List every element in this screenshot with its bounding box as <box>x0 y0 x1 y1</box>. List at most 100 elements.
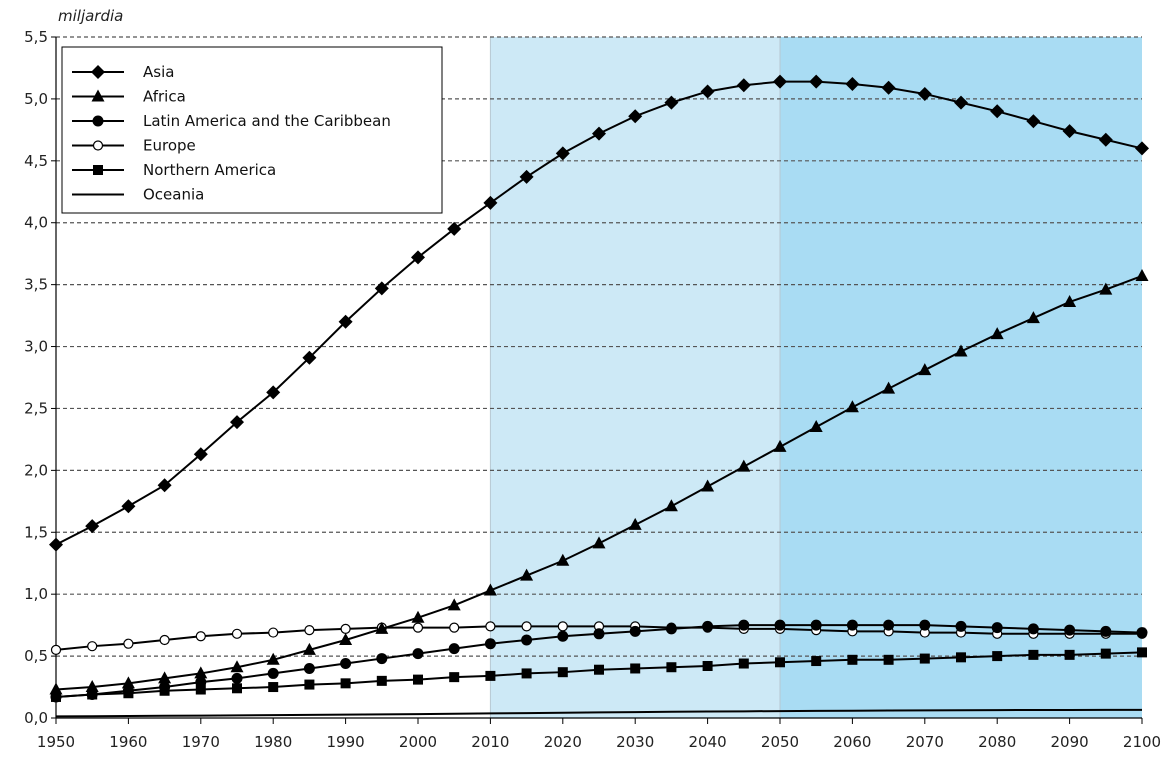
data-point-northern-america <box>992 651 1003 662</box>
data-point-europe <box>557 621 568 632</box>
data-point-africa <box>194 666 208 679</box>
data-point-latin-america-and-the-caribbean <box>267 667 279 679</box>
x-tick-label: 1950 <box>37 733 75 751</box>
y-tick-label: 4,5 <box>24 152 48 170</box>
data-point-asia <box>157 478 172 493</box>
data-point-asia <box>483 195 498 210</box>
data-point-northern-america <box>521 668 532 679</box>
data-point-africa <box>49 682 63 695</box>
data-point-northern-america <box>413 674 423 685</box>
legend-label: Asia <box>143 63 174 81</box>
data-point-latin-america-and-the-caribbean <box>303 662 315 674</box>
data-point-latin-america-and-the-caribbean <box>955 620 967 632</box>
data-point-europe <box>87 641 98 652</box>
data-point-africa <box>773 439 787 452</box>
data-point-asia <box>85 519 100 534</box>
data-point-africa <box>592 536 606 549</box>
x-tick-label: 2090 <box>1051 733 1089 751</box>
legend-label: Latin America and the Caribbean <box>143 112 391 130</box>
y-tick-label: 2,0 <box>24 461 48 479</box>
y-tick-label: 4,0 <box>24 214 48 232</box>
data-point-latin-america-and-the-caribbean <box>412 648 424 660</box>
data-point-africa <box>85 680 99 693</box>
data-point-latin-america-and-the-caribbean <box>1136 627 1148 639</box>
data-point-europe <box>340 623 351 634</box>
legend-entry-northern-america: Northern America <box>72 161 276 179</box>
data-point-latin-america-and-the-caribbean <box>883 619 895 631</box>
data-point-africa <box>737 459 751 472</box>
data-point-northern-america <box>1064 649 1075 660</box>
data-point-asia <box>881 80 896 95</box>
data-point-asia <box>266 385 281 400</box>
legend-marker <box>91 89 105 102</box>
data-point-africa <box>302 642 316 655</box>
data-point-asia <box>1135 141 1149 156</box>
data-point-northern-america <box>919 653 930 664</box>
y-tick-label: 1,0 <box>24 585 48 603</box>
data-point-latin-america-and-the-caribbean <box>991 622 1003 634</box>
x-tick-label: 2020 <box>544 733 582 751</box>
x-tick-label: 2040 <box>689 733 727 751</box>
data-point-northern-america <box>449 672 460 683</box>
y-tick-label: 0,0 <box>24 709 48 727</box>
data-point-latin-america-and-the-caribbean <box>738 619 750 631</box>
data-point-latin-america-and-the-caribbean <box>484 638 496 650</box>
x-tick-label: 1980 <box>254 733 292 751</box>
series-africa <box>49 268 1149 695</box>
data-point-northern-america <box>630 663 641 674</box>
data-point-northern-america <box>485 670 496 681</box>
series-line-oceania <box>55 708 1142 718</box>
y-unit-label: miljardia <box>58 7 123 25</box>
data-point-asia <box>628 109 643 124</box>
data-point-africa <box>375 621 389 634</box>
x-tick-label: 1970 <box>182 733 220 751</box>
data-point-asia <box>338 314 353 329</box>
data-point-africa <box>339 632 353 645</box>
data-point-latin-america-and-the-caribbean <box>593 628 605 640</box>
legend-box <box>61 46 443 214</box>
data-point-asia <box>592 126 606 141</box>
data-point-africa <box>411 610 425 623</box>
data-point-latin-america-and-the-caribbean <box>1064 624 1076 636</box>
x-tick-label: 2070 <box>906 733 944 751</box>
data-point-northern-america <box>738 658 749 669</box>
data-point-asia <box>845 77 860 92</box>
data-point-northern-america <box>594 664 604 675</box>
data-point-africa <box>990 327 1004 340</box>
data-point-africa <box>882 381 896 394</box>
legend-label: Northern America <box>143 161 276 179</box>
data-point-asia <box>447 221 462 236</box>
data-point-latin-america-and-the-caribbean <box>557 630 569 642</box>
data-point-asia <box>736 78 751 93</box>
data-point-asia <box>773 74 787 89</box>
data-point-asia <box>1026 114 1041 129</box>
x-tick-label: 2000 <box>399 733 437 751</box>
data-point-asia <box>374 281 389 296</box>
data-point-northern-america <box>702 660 713 671</box>
data-point-europe <box>485 621 496 632</box>
data-point-europe <box>268 627 279 638</box>
data-point-asia <box>230 415 244 430</box>
data-point-europe <box>50 644 62 656</box>
data-point-asia <box>121 499 136 514</box>
data-point-latin-america-and-the-caribbean <box>629 625 641 637</box>
x-tick-label: 2050 <box>761 733 799 751</box>
data-point-asia <box>664 95 679 110</box>
data-point-africa <box>520 568 534 581</box>
legend-entry-europe: Europe <box>72 137 196 155</box>
data-point-asia <box>555 146 570 161</box>
data-point-africa <box>121 676 135 689</box>
x-tick-labels: 1950 1960 1970 1980 1990 2000 2010 2020 2030 2040… <box>37 733 1161 751</box>
data-point-northern-america <box>340 678 351 689</box>
data-point-northern-america <box>847 654 858 665</box>
series-latin-america-and-the-caribbean <box>50 619 1148 703</box>
data-point-latin-america-and-the-caribbean <box>195 676 207 688</box>
data-point-asia <box>49 537 63 552</box>
legend-marker <box>92 140 104 151</box>
legend-entry-latin-america-and-the-caribbean: Latin America and the Caribbean <box>72 112 391 130</box>
data-point-africa <box>664 499 678 512</box>
data-point-northern-america <box>232 683 242 694</box>
y-tick-label: 1,5 <box>24 523 48 541</box>
data-point-africa <box>1135 268 1149 281</box>
